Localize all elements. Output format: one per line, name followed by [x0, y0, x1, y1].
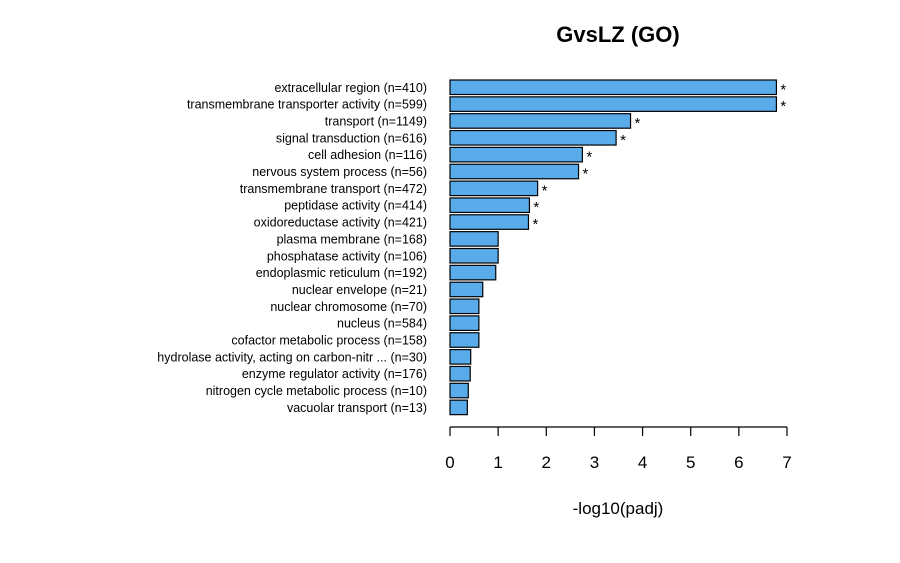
- category-label: endoplasmic reticulum (n=192): [256, 266, 427, 280]
- category-label: signal transduction (n=616): [276, 131, 427, 145]
- significance-marker: *: [533, 199, 539, 216]
- bar: [449, 349, 472, 365]
- category-label: nitrogen cycle metabolic process (n=10): [206, 384, 427, 398]
- bar: [449, 113, 632, 129]
- x-tick-label: 0: [445, 453, 454, 472]
- bar: [449, 231, 499, 247]
- category-label: nucleus (n=584): [337, 317, 427, 331]
- bar: [449, 247, 499, 264]
- category-label: oxidoreductase activity (n=421): [254, 216, 427, 230]
- category-label: enzyme regulator activity (n=176): [242, 367, 427, 381]
- bar: [449, 146, 583, 163]
- significance-marker: *: [635, 115, 641, 132]
- x-tick-label: 3: [590, 453, 599, 472]
- bar: [449, 129, 617, 146]
- x-tick-label: 1: [493, 453, 502, 472]
- bar-group: [449, 79, 778, 416]
- x-tick-label: 5: [686, 453, 695, 472]
- significance-marker: *: [583, 166, 589, 183]
- bar: [449, 365, 471, 382]
- category-label: transmembrane transport (n=472): [240, 182, 427, 196]
- bar: [449, 298, 480, 315]
- bar: [449, 281, 484, 298]
- category-label: plasma membrane (n=168): [277, 232, 427, 246]
- bar: [449, 180, 539, 197]
- x-tick-label: 6: [734, 453, 743, 472]
- category-label: cell adhesion (n=116): [308, 148, 427, 162]
- category-label: nervous system process (n=56): [252, 165, 427, 179]
- bar: [449, 197, 531, 214]
- x-axis-title: -log10(padj): [573, 499, 664, 518]
- category-label: hydrolase activity, acting on carbon-nit…: [157, 350, 427, 364]
- category-label: peptidase activity (n=414): [284, 199, 427, 213]
- category-label: transmembrane transporter activity (n=59…: [187, 98, 427, 112]
- category-label: cofactor metabolic process (n=158): [231, 334, 427, 348]
- x-axis: 0 1 2 3 4 5 6 7: [445, 426, 792, 472]
- significance-marker: *: [780, 81, 786, 98]
- bar: [449, 163, 580, 180]
- category-label: extracellular region (n=410): [274, 81, 427, 95]
- significance-marker: *: [780, 98, 786, 115]
- bar: [449, 382, 469, 399]
- category-label: nuclear envelope (n=21): [292, 283, 427, 297]
- significance-marker: *: [542, 182, 548, 199]
- x-tick-label: 2: [542, 453, 551, 472]
- bar: [449, 79, 778, 96]
- chart-title: GvsLZ (GO): [556, 22, 679, 47]
- bar: [449, 214, 530, 230]
- category-label: transport (n=1149): [325, 114, 427, 128]
- bar: [449, 264, 497, 281]
- significance-marker: *: [532, 216, 538, 233]
- category-label: nuclear chromosome (n=70): [270, 300, 427, 314]
- x-tick-label: 4: [638, 453, 647, 472]
- significance-marker: *: [620, 132, 626, 149]
- significance-marker: *: [586, 149, 592, 166]
- bar: [449, 315, 480, 331]
- significance-marker-group: *********: [532, 81, 786, 233]
- bar: [449, 332, 480, 348]
- bar: [449, 399, 468, 416]
- category-label-group: extracellular region (n=410) transmembran…: [157, 81, 427, 415]
- category-label: phosphatase activity (n=106): [267, 249, 427, 263]
- category-label: vacuolar transport (n=13): [287, 401, 427, 415]
- bar: [449, 96, 778, 112]
- x-tick-label: 7: [782, 453, 791, 472]
